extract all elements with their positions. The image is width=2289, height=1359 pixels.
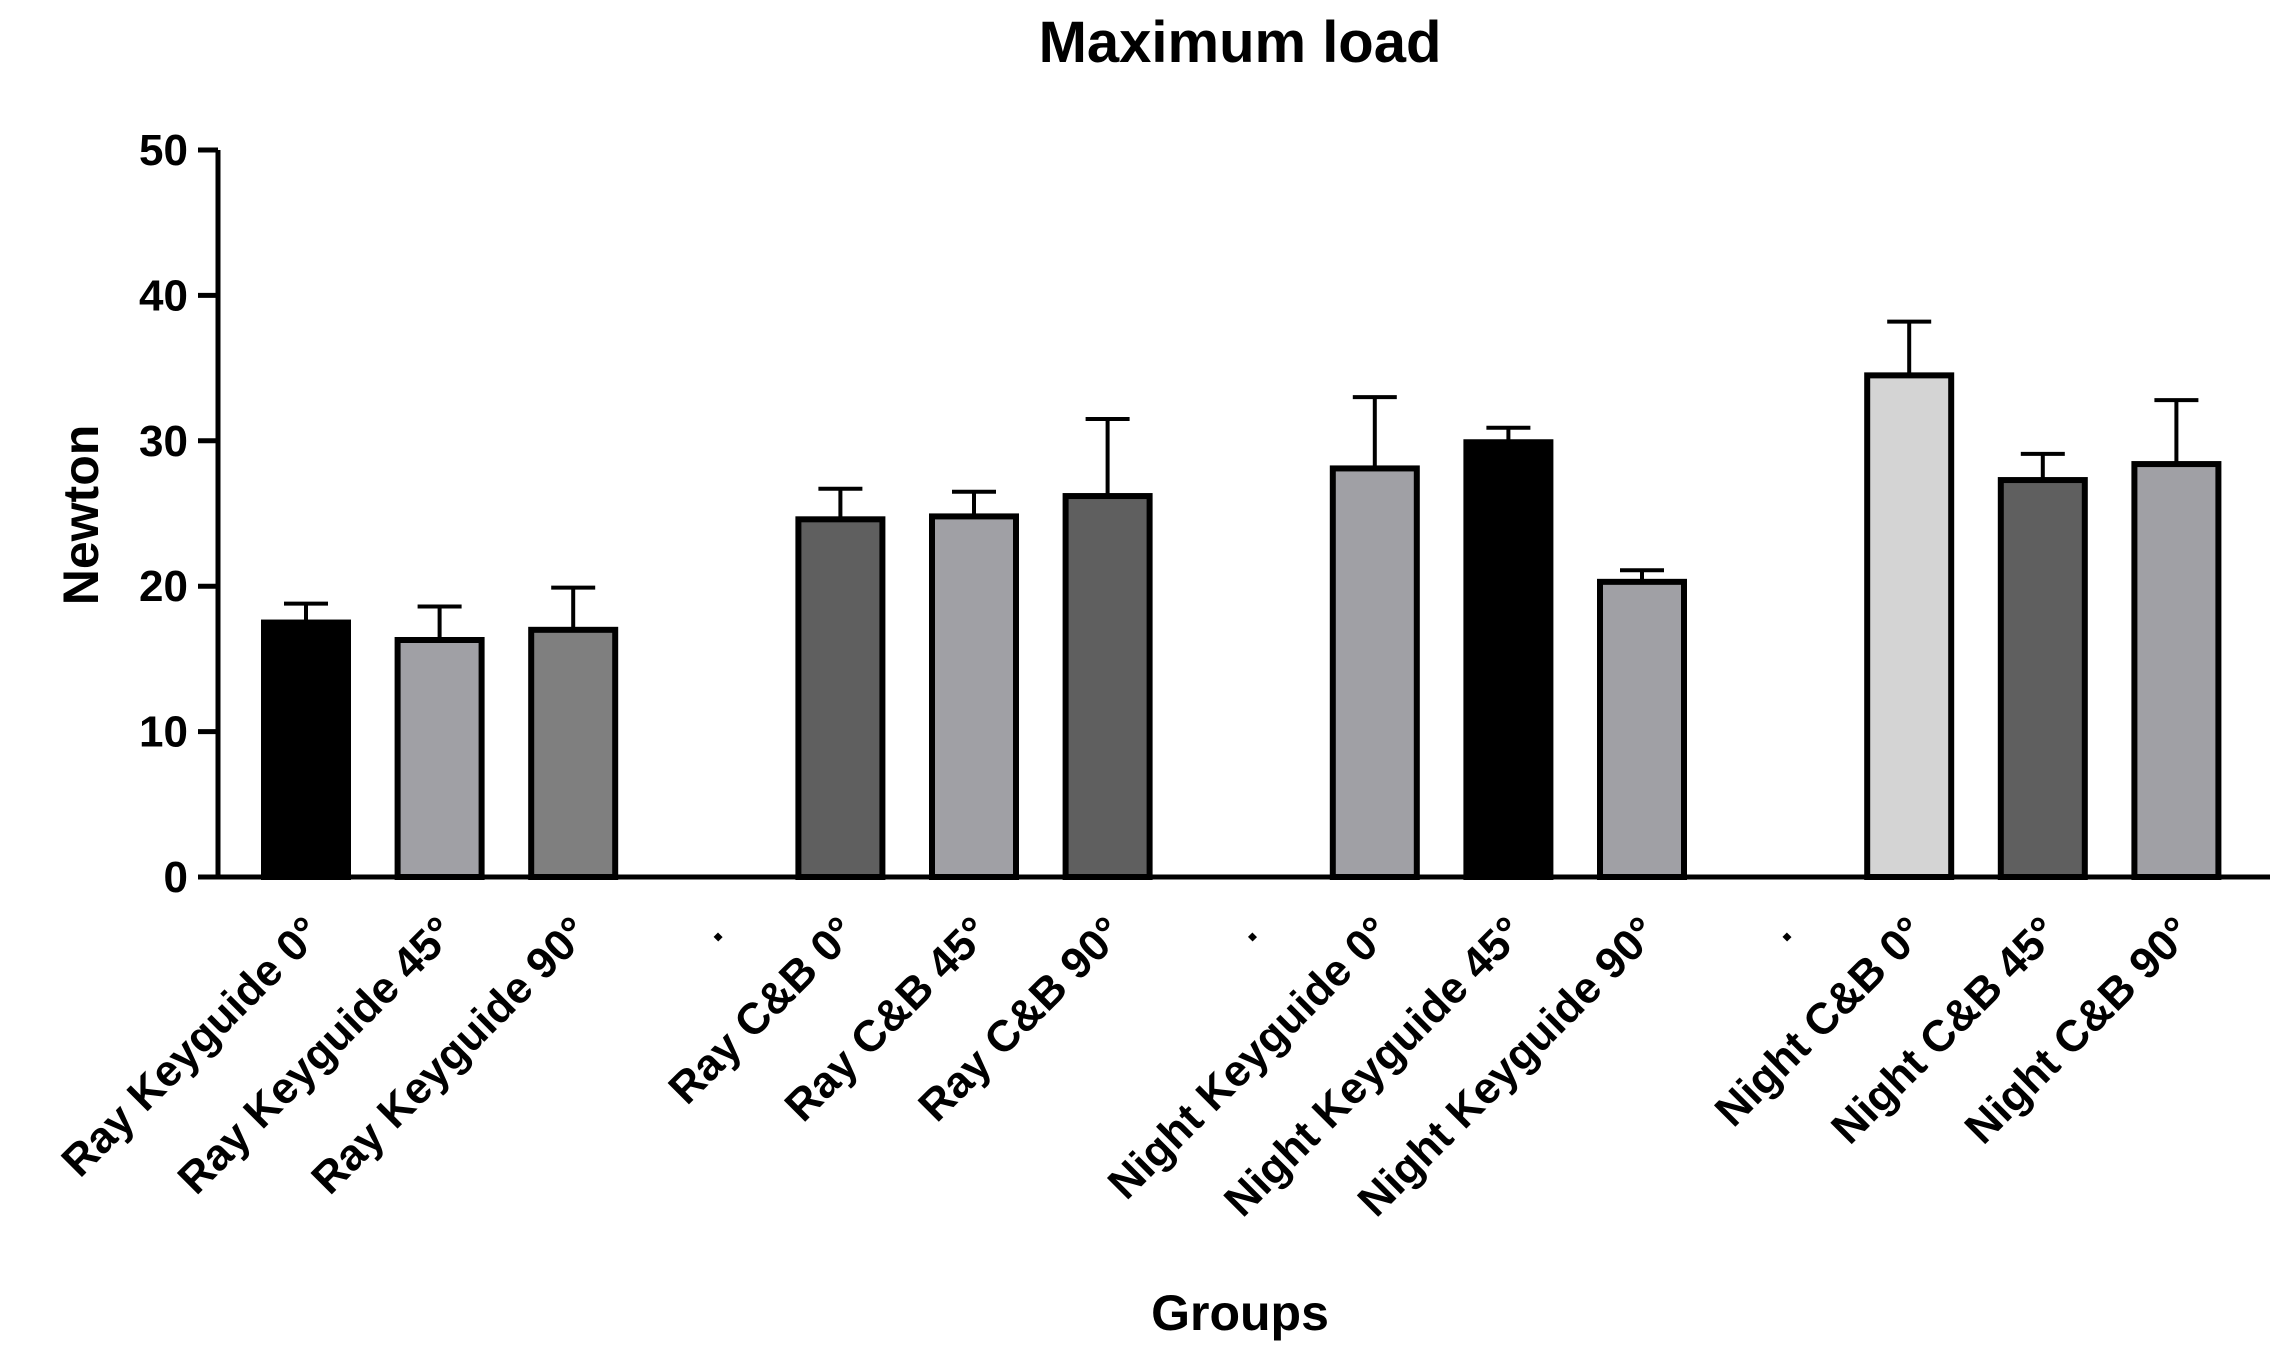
bar [261,619,351,880]
bar [1864,372,1955,880]
y-tick-label: 0 [164,853,188,902]
x-tick-label: Night C&B 45° [1822,907,2068,1153]
bar [1597,578,1687,880]
x-tick-label: . [689,907,732,950]
x-axis-label: Groups [1151,1285,1329,1341]
bar [1062,493,1153,880]
bar [1329,465,1420,880]
bar [1997,477,2088,880]
bar [1463,439,1554,880]
y-tick-label: 30 [139,417,188,466]
y-tick-label: 10 [139,708,188,757]
y-tick-label: 50 [139,126,188,175]
bar [795,516,886,880]
x-tick-label: Night C&B 90° [1956,907,2202,1153]
bar [528,626,619,880]
bar [929,513,1019,881]
x-tick-label: . [1223,907,1266,950]
bar [394,636,485,880]
x-tick-label: . [1757,907,1800,950]
chart-title: Maximum load [1039,10,1442,75]
y-tick-label: 20 [139,562,188,611]
y-axis-label: Newton [53,425,109,606]
x-tick-labels: Ray Keyguide 0°Ray Keyguide 45°Ray Keygu… [52,907,2201,1226]
bar [2131,461,2222,880]
y-ticks: 0 10 20 30 40 50 [139,126,218,902]
y-tick-label: 40 [139,271,188,320]
bars [261,319,2222,881]
